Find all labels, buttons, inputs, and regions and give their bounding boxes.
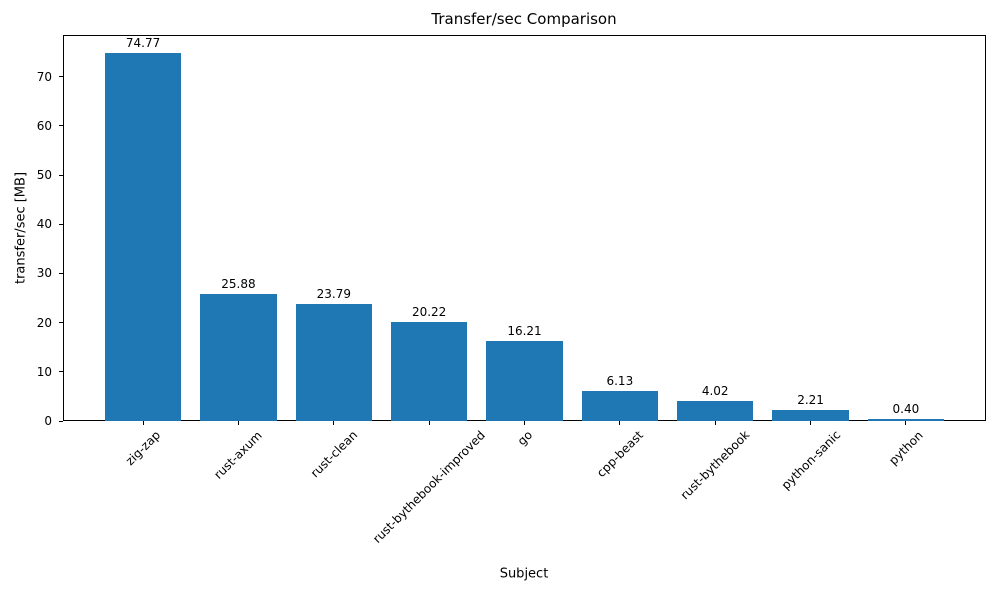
x-tick-label-python-sanic: python-sanic [778,427,843,493]
x-tick-mark [810,421,812,425]
x-tick-label-rust-clean: rust-clean [307,427,360,481]
x-tick-mark [142,421,144,425]
y-tick-label: 40 [36,217,52,232]
y-tick-mark [59,76,63,78]
x-tick-label-rust-axum: rust-axum [211,428,266,482]
x-axis-label: Subject [499,566,549,582]
y-tick-mark [59,223,63,225]
bar-value-label: 74.77 [125,36,161,51]
x-tick-mark [714,421,716,425]
chart-title: Transfer/sec Comparison [431,10,617,28]
bar-value-label: 2.21 [797,393,824,408]
y-tick-label: 20 [36,315,52,330]
x-tick-mark [619,421,621,425]
x-tick-label-python: python [886,428,926,468]
x-tick-mark [333,421,335,425]
y-tick-label: 60 [36,118,52,133]
bar-python [867,419,945,421]
bar-value-label: 25.88 [221,276,256,291]
bar-value-label: 0.40 [892,402,920,417]
y-axis-label: transfer/sec [MB] [13,171,29,285]
bar-rust-bythebook-improved [391,321,468,421]
bar-rust-axum [200,293,277,421]
y-tick-label: 50 [36,168,52,183]
x-tick-mark [237,421,239,425]
bar-rust-bythebook [677,401,754,421]
bar-rust-clean [295,304,372,421]
y-tick-label: 30 [36,266,52,281]
x-tick-mark [524,421,525,425]
bar-value-label: 16.21 [507,324,542,339]
x-tick-mark [905,421,907,425]
x-tick-label-cpp-beast: cpp-beast [593,427,646,480]
bar-value-label: 4.02 [701,384,729,399]
bar-python-sanic [772,410,849,421]
x-tick-label-zig-zap: zig-zap [122,428,164,469]
y-tick-mark [59,125,63,127]
y-tick-mark [59,272,63,274]
bar-zig-zap [104,53,182,421]
bar-value-label: 6.13 [606,373,634,388]
x-tick-label-go: go [514,428,535,449]
bar-go [486,341,563,421]
bar-value-label: 23.79 [316,287,351,302]
y-tick-label: 10 [36,364,52,379]
bar-cpp-beast [581,390,658,421]
y-tick-label: 0 [44,414,52,428]
y-tick-mark [59,420,63,422]
y-tick-mark [59,371,63,373]
y-tick-mark [59,174,63,176]
x-tick-label-rust-bythebook: rust-bythebook [677,428,753,503]
y-tick-mark [59,322,63,324]
x-tick-label-rust-bythebook-improved: rust-bythebook-improved [370,428,489,546]
bar-value-label: 20.22 [411,304,447,319]
y-tick-label: 70 [36,69,52,84]
x-tick-mark [428,421,430,425]
